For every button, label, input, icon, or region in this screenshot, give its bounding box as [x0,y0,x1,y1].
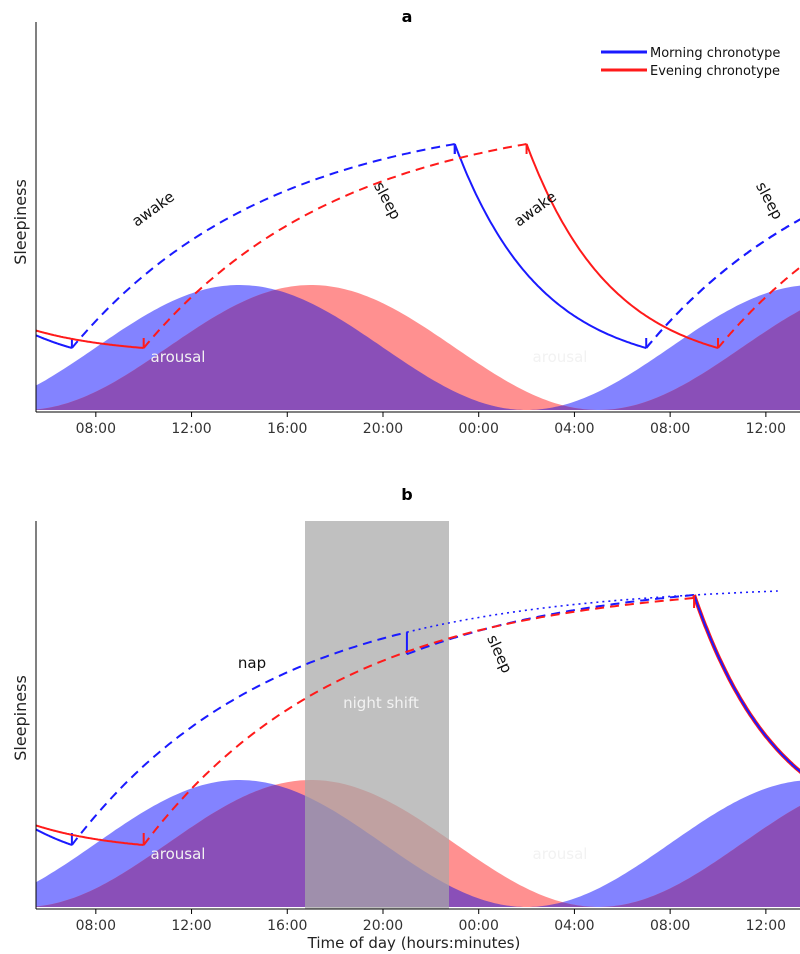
sleep-label-b: sleep [483,632,516,676]
arousal-label-b-1: arousal [151,845,206,863]
x-tick-label: 08:00 [650,918,690,934]
morning-awake-curve-1 [71,143,455,349]
panel-b-y-axis-label: Sleepiness [11,675,30,761]
x-tick-label: 00:00 [459,918,499,934]
arousal-label-b-2: arousal [533,845,588,863]
morning-sleep-tail [35,334,73,349]
morning-no-nap-projection [406,590,778,633]
x-tick-label: 12:00 [171,421,211,437]
nap-label: nap [238,654,266,672]
legend-evening-label: Evening chronotype [650,64,780,79]
panel-b: b 08:00 12:00 16:00 20:00 00:00 04:00 08:00 12:… [11,485,800,952]
morning-sleep-curve [453,143,647,349]
evening-day-sleep [692,594,800,774]
night-shift-label: night shift [343,694,419,712]
legend: Morning chronotype Evening chronotype [601,46,780,79]
night-shift-region [305,521,449,909]
evening-sleep-tail-b [35,824,144,846]
x-tick-label: 12:00 [746,421,786,437]
arousal-area-overlap [36,289,800,410]
sleep-label-a-2: sleep [752,179,787,223]
morning-awake-curve-2b [645,218,800,349]
x-tick-label: 08:00 [76,421,116,437]
sleep-label-a-1: sleep [370,179,405,223]
legend-morning-label: Morning chronotype [650,46,780,61]
awake-label-a-2: awake [510,188,559,231]
x-tick-label: 12:00 [171,918,211,934]
panel-b-letter: b [401,485,412,504]
morning-awake-before-nap [71,631,408,846]
x-tick-label: 12:00 [746,918,786,934]
evening-sleep-curve [525,143,719,349]
arousal-area-overlap-b [36,784,800,907]
panel-a-y-axis-label: Sleepiness [11,179,30,265]
panel-a-letter: a [402,7,413,26]
x-tick-label: 16:00 [267,918,307,934]
evening-awake-curve-2 [717,266,800,349]
x-tick-label: 08:00 [650,421,690,437]
x-tick-label: 04:00 [554,421,594,437]
arousal-label-a-1: arousal [151,348,206,366]
x-tick-label: 20:00 [363,918,403,934]
panel-a: a 08:00 12:00 16:00 20:00 00:00 04:00 08:00 12:… [11,7,800,437]
morning-awake-after-nap [406,594,695,656]
x-tick-label: 00:00 [459,421,499,437]
evening-awake-curve-b [142,597,695,846]
x-tick-label: 04:00 [554,918,594,934]
evening-sleep-tail [35,329,144,349]
x-tick-label: 20:00 [363,421,403,437]
awake-label-a-1: awake [128,188,177,231]
evening-awake-curve-1 [142,143,527,349]
morning-sleep-tail-b [35,828,73,846]
panel-b-x-axis-label: Time of day (hours:minutes) [307,934,521,952]
x-tick-label: 16:00 [267,421,307,437]
arousal-label-a-2: arousal [533,348,588,366]
x-tick-label: 08:00 [76,918,116,934]
